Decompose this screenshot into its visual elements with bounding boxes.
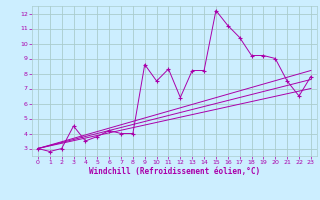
X-axis label: Windchill (Refroidissement éolien,°C): Windchill (Refroidissement éolien,°C) — [89, 167, 260, 176]
